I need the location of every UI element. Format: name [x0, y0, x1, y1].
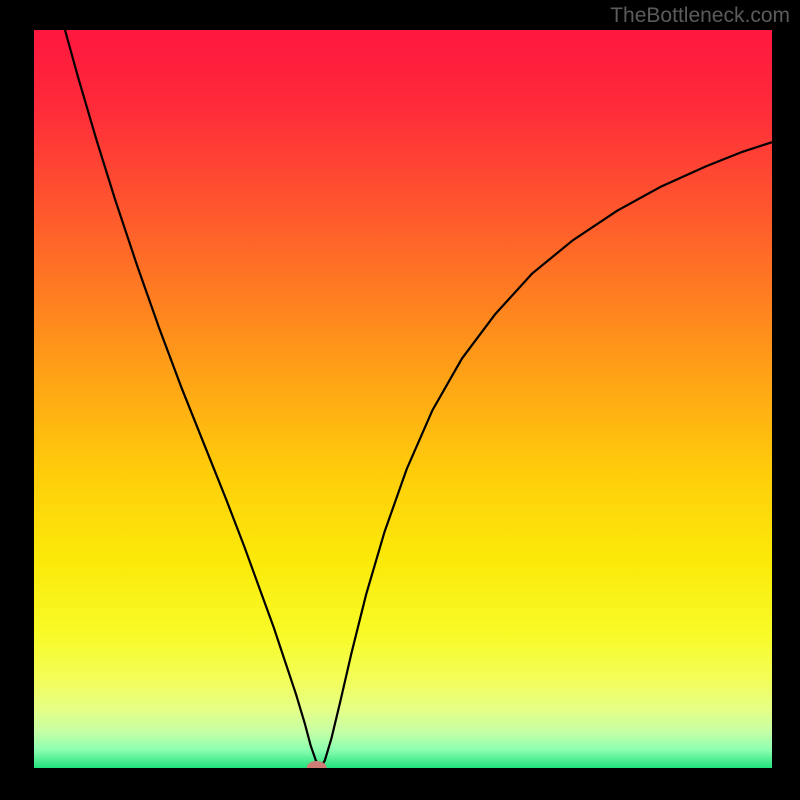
plot-svg — [34, 30, 772, 768]
plot-area — [34, 30, 772, 768]
plot-background — [34, 30, 772, 768]
chart-canvas: TheBottleneck.com — [0, 0, 800, 800]
watermark-text: TheBottleneck.com — [610, 4, 790, 28]
